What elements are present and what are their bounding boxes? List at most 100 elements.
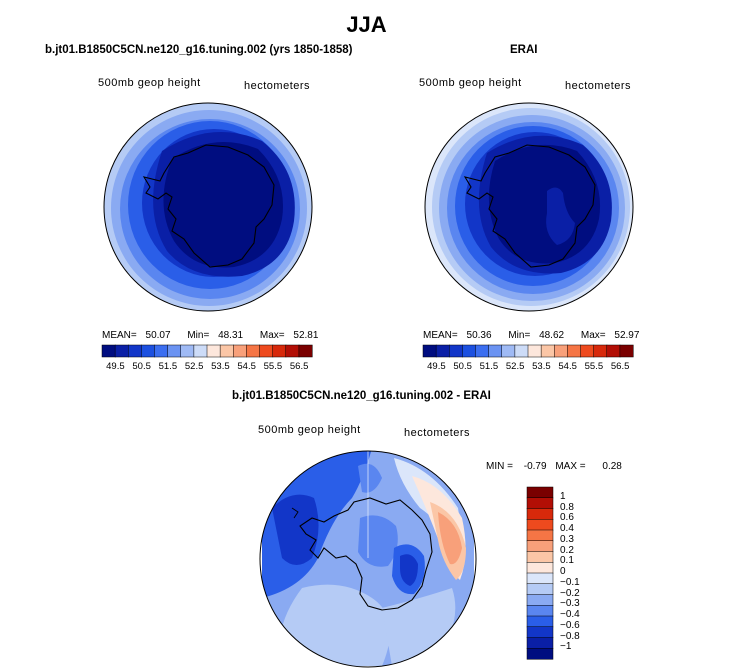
colorbar-label: −0.1 xyxy=(560,576,580,588)
colorbar-tick-label: 52.5 xyxy=(505,361,525,372)
colorbar-label: 0.3 xyxy=(560,533,574,545)
colorbar-swatch xyxy=(606,344,621,358)
colorbar-swatch xyxy=(154,344,169,358)
right-min-value: 48.62 xyxy=(539,330,565,341)
colorbar-label: 0 xyxy=(560,566,566,577)
colorbar-swatch xyxy=(462,344,477,358)
left-units-label: hectometers xyxy=(244,80,311,92)
colorbar-swatch xyxy=(285,344,300,358)
colorbar-swatch xyxy=(233,344,247,358)
left-mean-value: 50.07 xyxy=(145,330,171,341)
colorbar-tick-label: 51.5 xyxy=(158,361,178,372)
colorbar-label: 1 xyxy=(560,490,566,502)
colorbar-swatch xyxy=(101,344,116,358)
colorbar-swatch xyxy=(206,344,221,358)
colorbar-swatch xyxy=(554,344,568,358)
diff-min-label: MIN = xyxy=(486,461,513,472)
left-colorbar xyxy=(101,344,313,358)
left-min-label: Min= xyxy=(187,330,210,341)
diff-units-label: hectometers xyxy=(404,427,471,439)
colorbar-swatch xyxy=(526,648,554,660)
colorbar-tick-label: 49.5 xyxy=(427,361,446,372)
colorbar-tick-label: 51.5 xyxy=(479,361,499,372)
colorbar-swatch xyxy=(422,344,437,358)
diff-colorbar xyxy=(526,486,554,660)
colorbar-swatch xyxy=(298,344,313,358)
colorbar-swatch xyxy=(128,344,142,358)
colorbar-swatch xyxy=(526,594,554,606)
colorbar-swatch xyxy=(593,344,608,358)
colorbar-label: −0.2 xyxy=(560,587,580,599)
colorbar-swatch xyxy=(619,344,634,358)
colorbar-swatch xyxy=(167,344,182,358)
colorbar-swatch xyxy=(526,551,554,563)
left-polar-map xyxy=(103,102,313,312)
colorbar-label: −0.3 xyxy=(560,598,580,610)
colorbar-label: 0.8 xyxy=(560,501,574,513)
colorbar-tick-label: 53.5 xyxy=(211,361,230,372)
left-variable-label: 500mb geop height xyxy=(98,77,201,89)
left-min-value: 48.31 xyxy=(218,330,244,341)
colorbar-swatch xyxy=(526,519,554,531)
left-stats: MEAN= 50.07 Min= 48.31 Max= 52.81 xyxy=(102,330,318,341)
right-max-value: 52.97 xyxy=(614,330,640,341)
colorbar-swatch xyxy=(246,344,261,358)
colorbar-swatch xyxy=(526,497,554,510)
colorbar-swatch xyxy=(488,344,503,358)
left-max-value: 52.81 xyxy=(293,330,319,341)
colorbar-tick-label: 55.5 xyxy=(584,361,604,372)
colorbar-tick-label: 55.5 xyxy=(263,361,283,372)
diff-min-value: -0.79 xyxy=(523,461,547,472)
colorbar-tick-label: 54.5 xyxy=(558,361,577,372)
colorbar-swatch xyxy=(526,540,554,553)
colorbar-swatch xyxy=(435,344,450,358)
colorbar-label: 0.4 xyxy=(560,523,574,534)
colorbar-tick-label: 50.5 xyxy=(132,361,151,372)
colorbar-swatch xyxy=(580,344,595,358)
diff-variable-label: 500mb geop height xyxy=(258,424,361,436)
colorbar-swatch xyxy=(526,605,554,617)
colorbar-tick-label: 50.5 xyxy=(453,361,472,372)
right-colorbar xyxy=(422,344,634,358)
colorbar-tick-label: 56.5 xyxy=(610,361,630,372)
antarctica-coastline-icon xyxy=(463,144,596,268)
colorbar-tick-label: 52.5 xyxy=(184,361,204,372)
diff-max-label: MAX = xyxy=(555,461,586,472)
diff-polar-map xyxy=(259,450,477,668)
diff-stats: MIN = -0.79 MAX = 0.28 xyxy=(486,461,622,472)
right-variable-label: 500mb geop height xyxy=(419,77,522,89)
colorbar-swatch xyxy=(514,344,529,358)
colorbar-label: −0.8 xyxy=(560,630,580,642)
colorbar-label: −0.6 xyxy=(560,619,580,631)
colorbar-swatch xyxy=(526,583,554,596)
left-panel-title: b.jt01.B1850C5CN.ne120_g16.tuning.002 (y… xyxy=(45,44,353,56)
colorbar-swatch xyxy=(219,344,234,358)
colorbar-swatch xyxy=(501,344,516,358)
left-mean-label: MEAN= xyxy=(102,330,137,341)
colorbar-swatch xyxy=(475,344,490,358)
left-max-label: Max= xyxy=(259,330,285,341)
colorbar-swatch xyxy=(449,344,463,358)
colorbar-swatch xyxy=(526,626,554,639)
diff-max-value: 0.28 xyxy=(602,461,622,472)
colorbar-swatch xyxy=(259,344,274,358)
colorbar-tick-label: 49.5 xyxy=(106,361,125,372)
colorbar-tick-label: 54.5 xyxy=(237,361,256,372)
colorbar-label: −1 xyxy=(560,641,572,653)
colorbar-swatch xyxy=(526,572,554,585)
colorbar-swatch xyxy=(526,562,554,574)
antarctica-coastline-icon xyxy=(142,144,275,268)
right-min-label: Min= xyxy=(508,330,531,341)
colorbar-swatch xyxy=(540,344,555,358)
colorbar-swatch xyxy=(527,344,542,358)
colorbar-swatch xyxy=(567,344,582,358)
colorbar-swatch xyxy=(272,344,287,358)
colorbar-swatch xyxy=(141,344,156,358)
colorbar-label: 0.2 xyxy=(560,544,574,556)
right-mean-label: MEAN= xyxy=(423,330,458,341)
right-panel-title: ERAI xyxy=(510,44,538,56)
colorbar-swatch xyxy=(526,529,554,542)
colorbar-label: 0.1 xyxy=(560,555,574,567)
diff-panel-title: b.jt01.B1850C5CN.ne120_g16.tuning.002 - … xyxy=(232,390,491,402)
right-polar-map xyxy=(424,102,634,312)
